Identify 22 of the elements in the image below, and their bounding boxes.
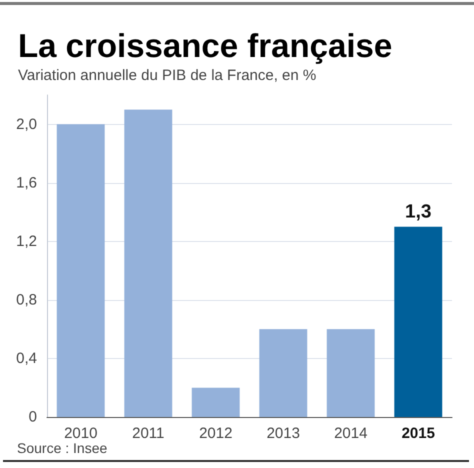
bar bbox=[56, 124, 105, 417]
x-tick-label: 2011 bbox=[132, 425, 164, 442]
x-tick-label: 2012 bbox=[199, 425, 232, 442]
bar bbox=[192, 388, 240, 417]
chart-subtitle: Variation annuelle du PIB de la France, en % bbox=[18, 67, 316, 84]
bar bbox=[259, 329, 308, 417]
y-tick-label: 0 bbox=[28, 408, 37, 426]
bar bbox=[124, 110, 172, 417]
x-tick-label: 2015 bbox=[402, 425, 435, 442]
x-tick-label: 2014 bbox=[334, 425, 368, 442]
bar bbox=[394, 226, 442, 417]
x-tick-label: 2010 bbox=[64, 425, 98, 442]
y-tick-label: 1,6 bbox=[16, 174, 37, 192]
y-tick-label: 1,2 bbox=[16, 232, 37, 250]
chart-title: La croissance française bbox=[18, 27, 392, 64]
y-tick-label: 0,4 bbox=[16, 350, 37, 367]
y-tick-label: 0,8 bbox=[16, 291, 37, 308]
bar bbox=[326, 329, 375, 417]
data-label: 1,3 bbox=[405, 202, 432, 223]
source-note: Source : Insee bbox=[17, 440, 108, 456]
x-tick-label: 2013 bbox=[266, 425, 300, 442]
y-tick-label: 2,0 bbox=[16, 116, 37, 133]
